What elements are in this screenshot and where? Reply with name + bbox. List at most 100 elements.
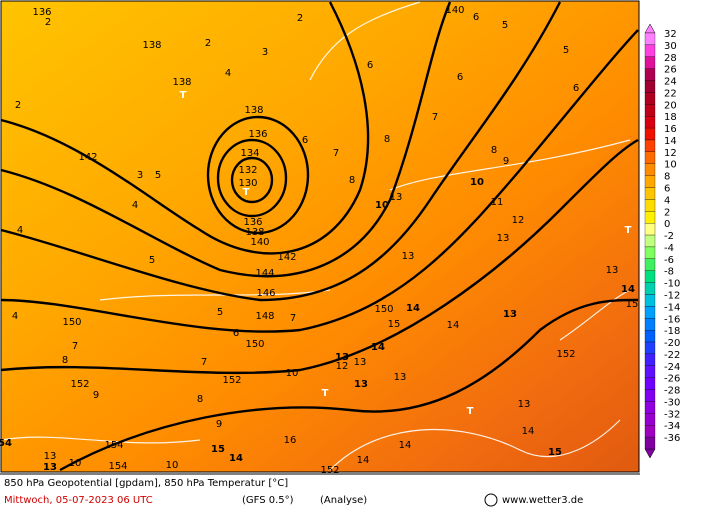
contour-label: 13: [44, 451, 57, 462]
colorbar-swatch: [644, 389, 656, 402]
colorbar-swatch: [644, 282, 656, 295]
contour-label: 7: [201, 357, 207, 368]
colorbar-label: 0: [664, 219, 670, 230]
map-frame: [0, 0, 640, 473]
colorbar-swatch: [644, 211, 656, 224]
contour-label: 13: [394, 372, 407, 383]
contour-label: 7: [432, 112, 438, 123]
contour-label: 150: [245, 339, 264, 350]
contour-label: 136: [243, 217, 262, 228]
colorbar-label: 28: [664, 53, 677, 64]
colorbar-swatch: [644, 151, 656, 164]
contour-label: 5: [502, 20, 508, 31]
pressure-center: T: [467, 406, 474, 417]
contour-label: 14: [371, 342, 385, 353]
contour-label: 150: [374, 304, 393, 315]
contour-label: 6: [457, 72, 463, 83]
contour-label: 152: [70, 379, 89, 390]
contour-label: 7: [290, 313, 296, 324]
contour-label: 146: [256, 288, 275, 299]
pressure-center: T: [243, 187, 250, 198]
colorbar-swatch: [644, 80, 656, 93]
contour-label: 7: [72, 341, 78, 352]
contour-label: 8: [349, 175, 355, 186]
colorbar-swatch: [644, 116, 656, 129]
colorbar-swatch: [644, 436, 656, 450]
contour-label: 6: [302, 135, 308, 146]
colorbar-swatch: [644, 246, 656, 259]
colorbar-swatch: [644, 329, 656, 343]
contour-label: 138: [244, 105, 263, 116]
colorbar-swatch: [644, 306, 656, 319]
contour-label: 15: [548, 447, 562, 458]
contour-label: 154: [104, 440, 123, 451]
contour-label: 12: [336, 361, 349, 372]
colorbar-label: 10: [664, 160, 677, 171]
colorbar-label: -8: [664, 267, 674, 278]
colorbar-label: 26: [664, 65, 677, 76]
colorbar-label: 18: [664, 112, 677, 123]
colorbar-swatch: [644, 104, 656, 117]
colorbar-swatch: [644, 32, 656, 46]
contour-label: 140: [445, 5, 464, 16]
contour-label: 15: [626, 299, 639, 310]
contour-label: 9: [93, 390, 99, 401]
contour-label: 5: [217, 307, 223, 318]
contour-label: 134: [240, 148, 259, 159]
colorbar-label: 30: [664, 41, 677, 52]
colorbar-label: -16: [664, 314, 680, 325]
contour-label: 13: [402, 251, 415, 262]
colorbar: 32302826242220181614121086420-2-4-6-8-10…: [644, 23, 680, 459]
caption-run: (Analyse): [320, 495, 367, 506]
colorbar-swatch: [644, 92, 656, 105]
contour-label: 13: [335, 352, 349, 363]
contour-label: 13: [606, 265, 619, 276]
colorbar-swatch: [644, 163, 656, 176]
colorbar-swatch: [644, 234, 656, 248]
contour-label: 12: [512, 215, 525, 226]
contour-label: 6: [233, 328, 239, 339]
isotherms: [0, 1, 631, 471]
contour-label: 138: [142, 40, 161, 51]
colorbar-label: -4: [664, 243, 674, 254]
colorbar-swatch: [644, 353, 656, 366]
colorbar-swatch: [644, 365, 656, 378]
colorbar-label: 14: [664, 136, 677, 147]
colorbar-label: -2: [664, 231, 674, 242]
colorbar-swatch: [644, 68, 656, 81]
colorbar-swatch: [644, 223, 656, 236]
contour-label: 13: [390, 192, 403, 203]
colorbar-label: 6: [664, 184, 670, 195]
contour-label: 2: [15, 100, 21, 111]
contour-label: 6: [473, 12, 479, 23]
contour-label: 148: [255, 311, 274, 322]
colorbar-label: -20: [664, 338, 680, 349]
contour-label: 2: [45, 17, 51, 28]
colorbar-label: -30: [664, 397, 680, 408]
contour-label: 138: [172, 77, 191, 88]
colorbar-label: 4: [664, 195, 670, 206]
colorbar-swatch: [644, 56, 656, 69]
contour-label: 150: [62, 317, 81, 328]
caption-source: www.wetter3.de: [502, 495, 583, 506]
colorbar-label: -10: [664, 279, 680, 290]
pressure-center: T: [625, 225, 632, 236]
colorbar-label: -34: [664, 421, 680, 432]
colorbar-swatch: [644, 318, 656, 331]
contour-label: 152: [556, 349, 575, 360]
contour-label: 14: [357, 455, 370, 466]
contour-label: 152: [320, 465, 339, 476]
colorbar-label: -14: [664, 302, 680, 313]
contour-label: 13: [354, 357, 367, 368]
colorbar-label: 8: [664, 172, 670, 183]
contour-label: 14: [399, 440, 412, 451]
geopotential-contours: [0, 1, 639, 472]
colorbar-label: -12: [664, 290, 680, 301]
contour-label: 13: [497, 233, 510, 244]
colorbar-swatch: [644, 175, 656, 188]
contour-label: 140: [250, 237, 269, 248]
contour-label: 4: [17, 225, 23, 236]
contour-label: 14: [447, 320, 460, 331]
